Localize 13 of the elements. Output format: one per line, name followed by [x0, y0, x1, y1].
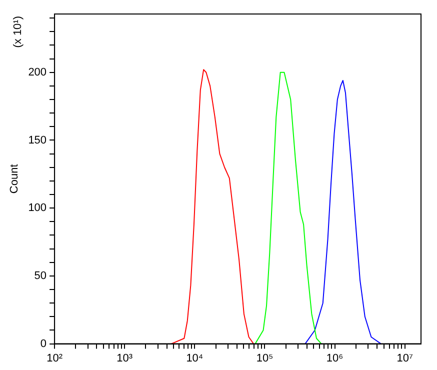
y-tick-label: 50 [34, 270, 47, 282]
x-tick-label: 10⁵ [256, 352, 274, 364]
x-tick-label: 10² [46, 352, 63, 364]
x-tick-label: 10⁶ [326, 352, 344, 364]
text: (x 10¹) [12, 16, 24, 48]
y-tick-label: 200 [28, 66, 47, 78]
x-tick-label: 10⁴ [186, 352, 204, 364]
y-tick-label: 100 [28, 202, 47, 214]
y-tick-label: 0 [40, 338, 47, 350]
x-tick-label: 10³ [116, 352, 133, 364]
y-tick-label: 150 [28, 134, 47, 146]
x-tick-label: 10⁷ [396, 352, 413, 364]
y-axis-title: Count [8, 164, 21, 194]
